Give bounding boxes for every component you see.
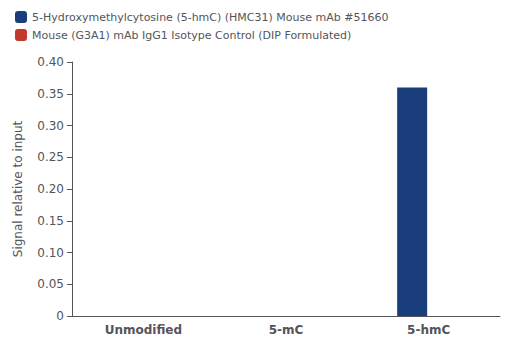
svg-text:0.05: 0.05 [37, 277, 64, 291]
svg-text:0.30: 0.30 [37, 119, 64, 133]
svg-text:Mouse (G3A1) mAb IgG1 Isotype: Mouse (G3A1) mAb IgG1 Isotype Control (D… [32, 29, 351, 42]
svg-text:0.10: 0.10 [37, 246, 64, 260]
svg-text:Signal relative to input: Signal relative to input [11, 120, 25, 257]
svg-text:0.25: 0.25 [37, 150, 64, 164]
svg-text:0.20: 0.20 [37, 182, 64, 196]
svg-text:0.40: 0.40 [37, 55, 64, 69]
svg-text:0: 0 [56, 309, 64, 323]
svg-text:0.35: 0.35 [37, 87, 64, 101]
svg-text:5-mC: 5-mC [269, 323, 304, 337]
svg-text:5-Hydroxymethylcytosine (5-hmC: 5-Hydroxymethylcytosine (5-hmC) (HMC31) … [32, 11, 388, 24]
svg-text:5-hmC: 5-hmC [407, 323, 450, 337]
svg-text:0.15: 0.15 [37, 214, 64, 228]
svg-text:Unmodified: Unmodified [105, 323, 182, 337]
